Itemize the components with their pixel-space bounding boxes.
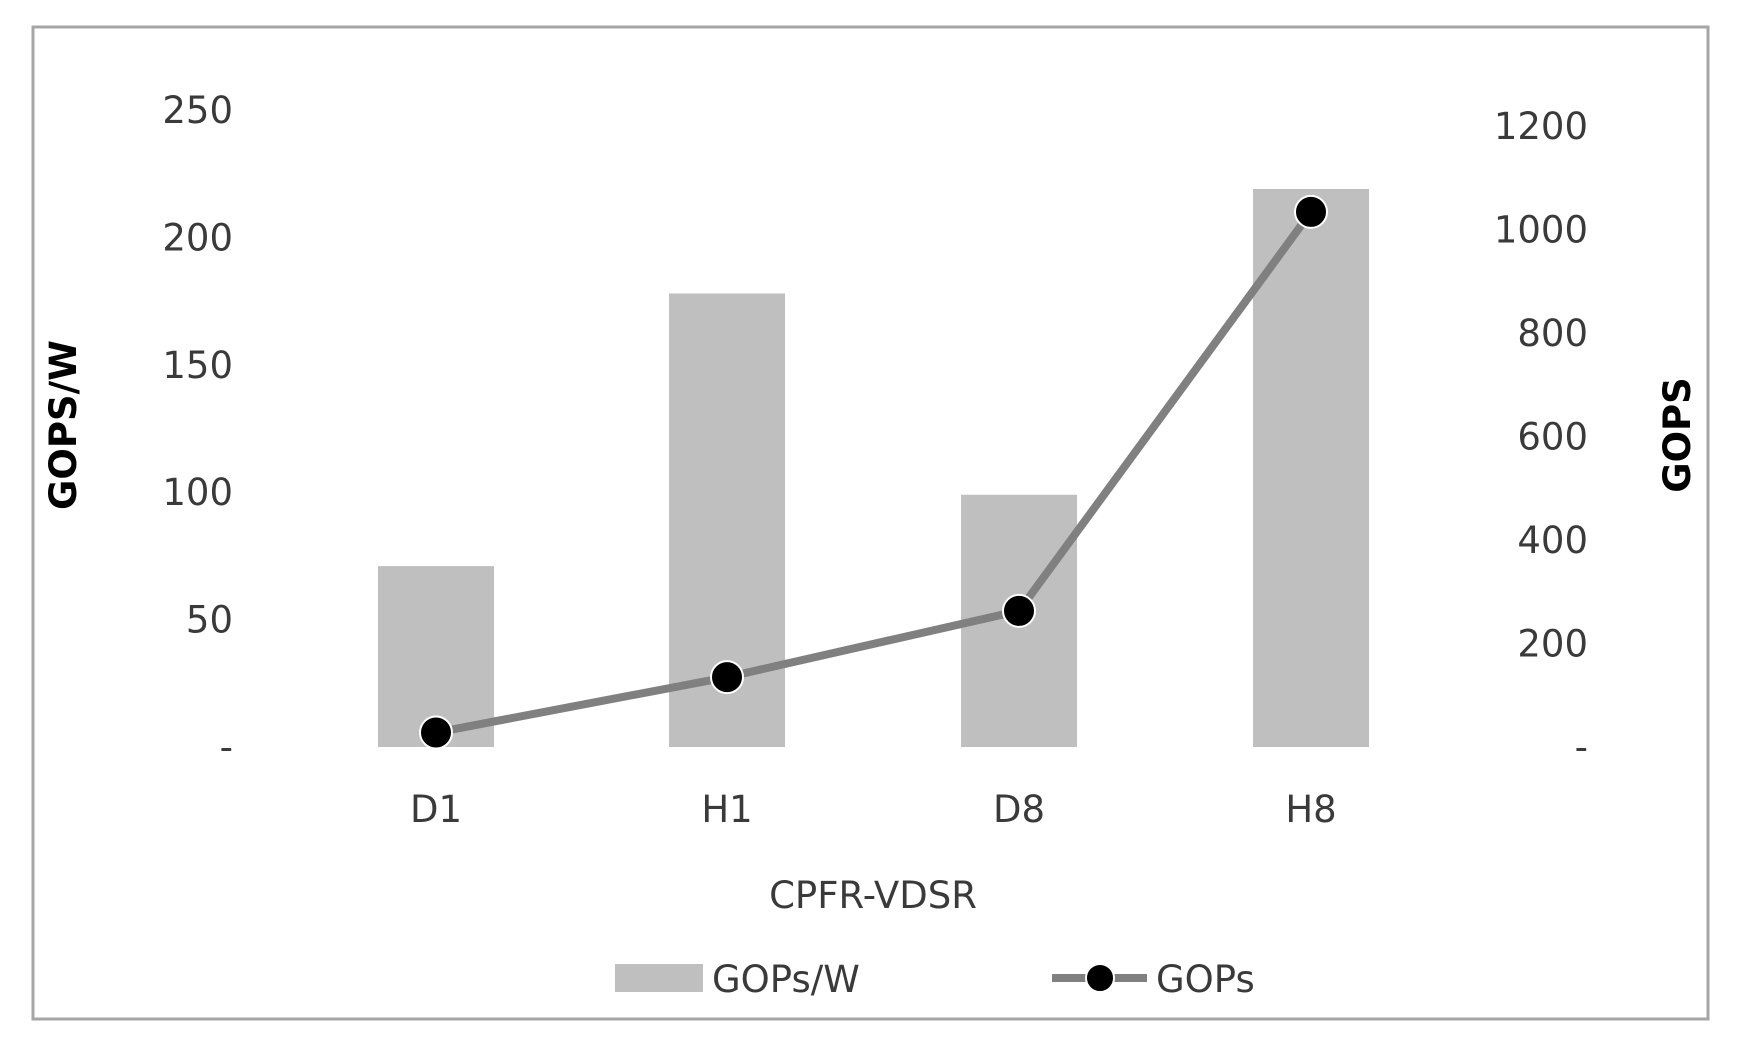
x-tick-label: D1	[410, 788, 462, 831]
right-axis-ticks: - 200 400 600 800 1000 1200	[1494, 105, 1588, 769]
legend-marker-swatch	[1085, 963, 1115, 993]
right-axis-title: GOPS	[1656, 377, 1699, 493]
chart-frame	[31, 25, 1710, 1021]
left-tick-label: 150	[162, 344, 233, 387]
bar-H8	[1253, 188, 1369, 747]
left-tick-label: 50	[186, 599, 233, 642]
right-tick-label: 600	[1517, 416, 1588, 459]
x-axis-title: CPFR-VDSR	[769, 874, 977, 917]
right-tick-label: 1000	[1494, 209, 1588, 252]
point-D8	[1002, 593, 1036, 628]
left-axis-ticks: - 50 100 150 200 250	[162, 89, 233, 769]
right-tick-label: -	[1575, 726, 1588, 769]
legend: GOPs/W GOPs	[615, 958, 1255, 1001]
point-H1	[710, 660, 744, 695]
legend-label-bar: GOPs/W	[712, 958, 860, 1001]
x-tick-label: H8	[1285, 788, 1336, 831]
left-tick-label: -	[220, 726, 233, 769]
bars-layer	[378, 188, 1369, 747]
left-tick-label: 250	[162, 89, 233, 132]
point-H8	[1294, 194, 1328, 229]
x-axis-ticks: D1 H1 D8 H8	[410, 788, 1337, 831]
right-tick-label: 400	[1517, 519, 1588, 562]
x-tick-label: H1	[701, 788, 752, 831]
left-tick-label: 100	[162, 471, 233, 514]
x-tick-label: D8	[993, 788, 1045, 831]
left-tick-label: 200	[162, 216, 233, 259]
legend-bar-swatch	[615, 964, 703, 992]
right-tick-label: 200	[1517, 623, 1588, 666]
point-D1	[419, 715, 453, 750]
line-layer	[419, 194, 1328, 750]
right-tick-label: 800	[1517, 312, 1588, 355]
legend-label-line: GOPs	[1156, 958, 1255, 1001]
gops-line	[435, 209, 1315, 737]
right-tick-label: 1200	[1494, 105, 1588, 148]
left-axis-title: GOPS/W	[42, 340, 85, 510]
